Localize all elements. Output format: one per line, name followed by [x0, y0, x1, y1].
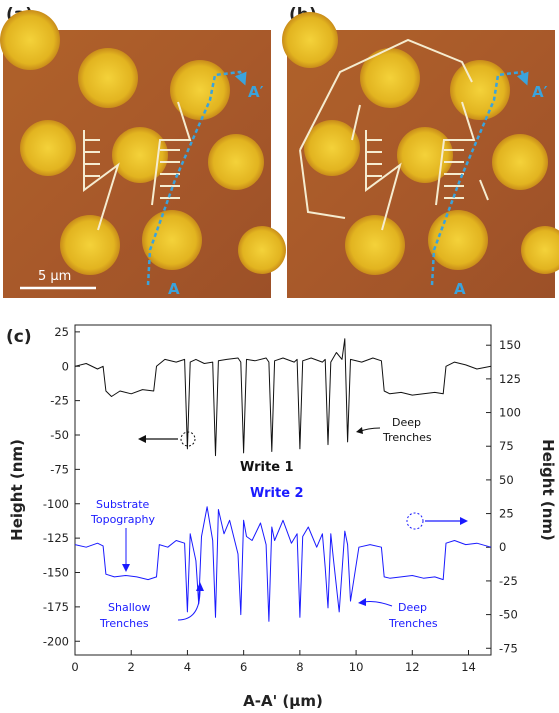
- y-left-tick-label: -50: [50, 428, 69, 442]
- shallow-line1: Shallow: [108, 601, 151, 614]
- marker-a-prime-b: A′: [532, 83, 548, 101]
- y-right-tick-label: -25: [499, 574, 518, 588]
- dot: [112, 127, 168, 183]
- marker-a-prime-a: A′: [248, 83, 264, 101]
- written-lines-a: [83, 101, 192, 231]
- arrowhead: [460, 517, 468, 525]
- dot: [208, 134, 264, 190]
- y-left-tick-label: -100: [43, 497, 69, 511]
- y-right-tick-label: 25: [499, 507, 514, 521]
- substrate-line2: Topography: [90, 513, 155, 526]
- deep-trenches-2-line1: Deep: [398, 601, 427, 614]
- y-right-tick-label: -75: [499, 641, 518, 655]
- dot: [360, 48, 420, 108]
- gold-dots-a: [0, 10, 286, 275]
- y-left-tick-label: 0: [62, 359, 69, 373]
- y-right-tick-label: 125: [499, 372, 521, 386]
- arrowhead: [356, 427, 363, 434]
- x-tick-label: 6: [240, 660, 247, 674]
- indicator-circle-1: [180, 431, 196, 447]
- written-lines-b: [299, 38, 489, 231]
- y-right-tick-label: 75: [499, 439, 514, 453]
- dot: [78, 48, 138, 108]
- indicator-circle-2: [406, 512, 424, 530]
- cross-section-line-a: [146, 70, 247, 286]
- shallow-trenches-annotation: Shallow Trenches: [99, 582, 204, 630]
- y-left-tick-label: -200: [43, 634, 69, 648]
- x-tick-label: 8: [296, 660, 303, 674]
- y-left-tick-label: -25: [50, 394, 69, 408]
- panel-c-label: (c): [6, 327, 32, 347]
- dot: [521, 226, 559, 274]
- y-right-tick-label: -50: [499, 608, 518, 622]
- series-line-1: [74, 338, 492, 457]
- deep-trenches-2-arrow: [363, 601, 393, 607]
- arrowhead: [196, 582, 204, 591]
- deep-trenches-2-annotation: Deep Trenches: [358, 598, 438, 630]
- panel-c: (c) 0 2 4 6 8 10 12 14 25 0 -25 -50 -75 -100 -125 -150…: [6, 324, 557, 710]
- y-left-tick-label: 25: [54, 325, 69, 339]
- dot: [304, 120, 360, 176]
- x-tick-label: 14: [461, 660, 476, 674]
- arrowhead: [358, 598, 366, 606]
- x-tick-label: 10: [349, 660, 364, 674]
- y-left-tick-label: -150: [43, 566, 69, 580]
- deep-trenches-2-line2: Trenches: [388, 617, 438, 630]
- series-layer: [74, 338, 492, 622]
- y-right-tick-label: 100: [499, 406, 521, 420]
- dot: [142, 210, 202, 270]
- y-right-ticks: 150 125 100 75 50 25 0 -25 -50 -75: [486, 338, 521, 655]
- panel-a: (a) A′ A 5 μm: [0, 5, 286, 298]
- deep-trenches-1-annotation: Deep Trenches: [356, 416, 432, 444]
- dot: [345, 215, 405, 275]
- deep-trenches-1-line1: Deep: [392, 416, 421, 429]
- dot: [0, 10, 60, 70]
- marker-a-b: A: [454, 280, 466, 298]
- panel-b: (b) A′ A: [282, 5, 559, 298]
- write1-axis-indicator: [138, 431, 196, 447]
- dot: [20, 120, 76, 176]
- shallow-line2: Trenches: [99, 617, 149, 630]
- write1-label: Write 1: [240, 460, 294, 475]
- x-tick-label: 0: [71, 660, 78, 674]
- write2-label: Write 2: [250, 486, 304, 501]
- dot: [450, 60, 510, 120]
- write2-axis-indicator: [406, 512, 468, 530]
- arrowhead: [122, 564, 130, 572]
- dot: [282, 12, 338, 68]
- dot: [60, 215, 120, 275]
- y-left-tick-label: -175: [43, 600, 69, 614]
- x-tick-label: 2: [128, 660, 135, 674]
- dot: [170, 60, 230, 120]
- substrate-annotation: Substrate Topography: [90, 498, 155, 572]
- dot: [492, 134, 548, 190]
- y-left-ticks: 25 0 -25 -50 -75 -100 -125 -150 -175 -200: [43, 325, 80, 648]
- dot: [397, 127, 453, 183]
- y-right-tick-label: 0: [499, 540, 506, 554]
- shallow-arrow: [177, 589, 201, 621]
- deep-trenches-1-line2: Trenches: [382, 431, 432, 444]
- x-ticks: 0 2 4 6 8 10 12 14: [71, 650, 476, 674]
- gold-dots-b: [282, 12, 559, 275]
- substrate-line1: Substrate: [96, 498, 150, 511]
- x-tick-label: 4: [184, 660, 191, 674]
- marker-a-a: A: [168, 280, 180, 298]
- series-line-2: [74, 506, 492, 622]
- y-right-tick-label: 150: [499, 338, 521, 352]
- y-left-tick-label: -125: [43, 531, 69, 545]
- y-right-tick-label: 50: [499, 473, 514, 487]
- y-right-axis-title: Height (nm): [539, 439, 557, 541]
- y-left-axis-title: Height (nm): [8, 439, 26, 541]
- x-axis-title: A-A' (μm): [243, 692, 323, 710]
- y-left-tick-label: -75: [50, 462, 69, 476]
- cross-section-line-b: [430, 70, 529, 286]
- scale-bar-label: 5 μm: [38, 269, 71, 284]
- x-tick-label: 12: [405, 660, 420, 674]
- dot: [238, 226, 286, 274]
- arrowhead: [138, 435, 146, 443]
- dot: [428, 210, 488, 270]
- plot-frame: [74, 324, 492, 656]
